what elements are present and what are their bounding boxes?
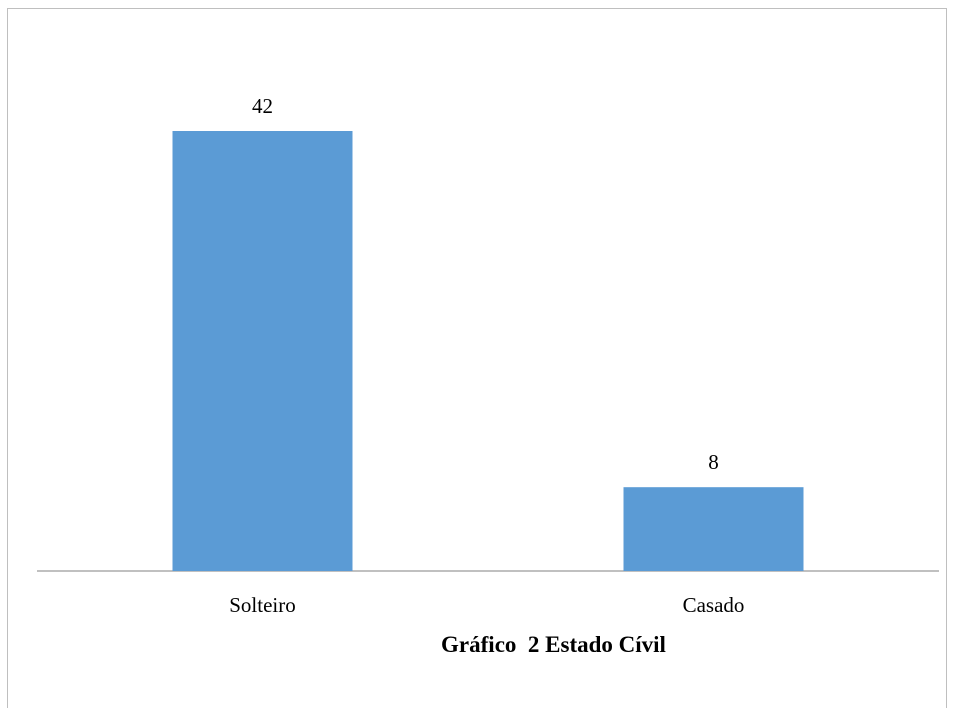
bar-casado	[623, 487, 804, 571]
bar-solteiro	[172, 131, 353, 571]
x-tick-label-solteiro: Solteiro	[229, 593, 296, 617]
x-tick-label-casado: Casado	[683, 593, 745, 617]
chart-frame	[7, 8, 947, 708]
data-label-solteiro: 42	[252, 94, 273, 118]
chart-caption: Gráfico 2 Estado Cívil	[441, 632, 666, 657]
data-label-casado: 8	[708, 450, 719, 474]
